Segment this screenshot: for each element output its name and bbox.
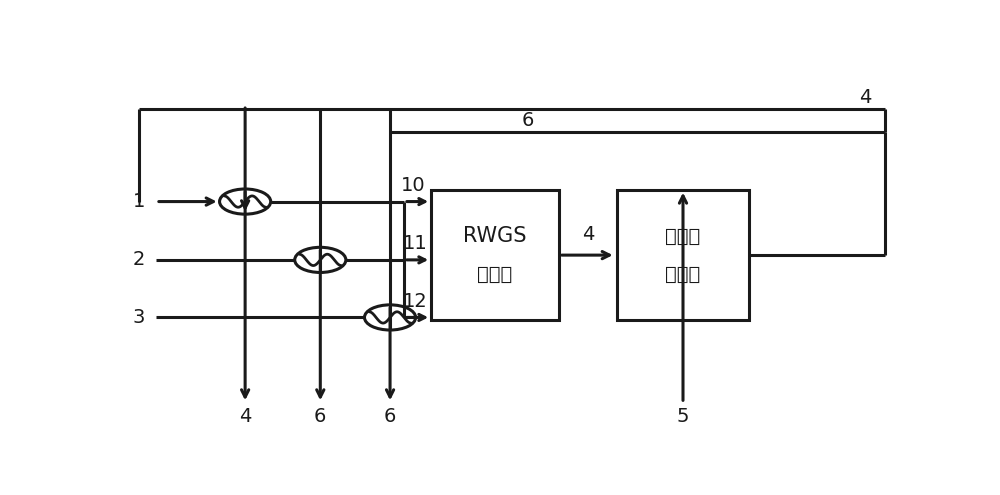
Bar bbox=[617, 190, 749, 320]
Text: 3: 3 bbox=[133, 308, 145, 327]
Bar bbox=[431, 190, 559, 320]
Text: 1: 1 bbox=[133, 192, 145, 211]
Text: 4: 4 bbox=[239, 407, 251, 426]
Text: 12: 12 bbox=[402, 292, 427, 311]
Text: 6: 6 bbox=[384, 407, 396, 426]
Text: 10: 10 bbox=[401, 176, 426, 195]
Text: 合成气: 合成气 bbox=[665, 227, 701, 246]
Text: 2: 2 bbox=[133, 250, 145, 269]
Text: 反应器: 反应器 bbox=[477, 265, 513, 284]
Text: 4: 4 bbox=[582, 225, 594, 244]
Text: RWGS: RWGS bbox=[463, 226, 527, 246]
Text: 6: 6 bbox=[314, 407, 326, 426]
Text: 5: 5 bbox=[677, 407, 689, 426]
Text: 6: 6 bbox=[522, 111, 534, 130]
Text: 11: 11 bbox=[402, 234, 427, 253]
Text: 4: 4 bbox=[859, 88, 871, 107]
Text: 冷却器: 冷却器 bbox=[665, 265, 701, 284]
